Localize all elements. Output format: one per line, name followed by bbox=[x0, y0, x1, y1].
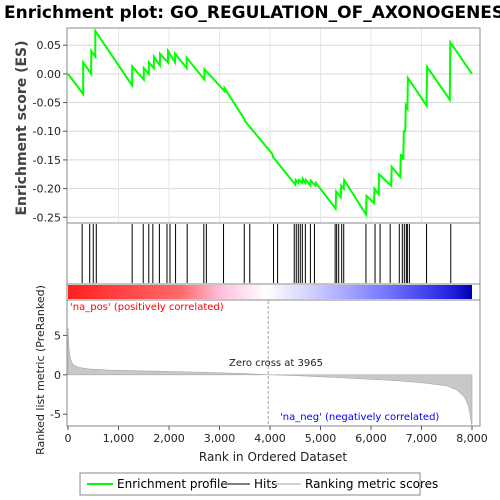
rank-x-tick-label: 3,000 bbox=[204, 432, 236, 445]
es-y-tick-label: -0.05 bbox=[33, 97, 61, 110]
rank-x-tick-label: 0 bbox=[65, 432, 72, 445]
es-y-axis-label: Enrichment score (ES) bbox=[14, 40, 30, 215]
rank-y-tick-label: -5 bbox=[50, 408, 61, 421]
legend-label-hits: Hits bbox=[254, 477, 277, 491]
rank-y-tick-label: 5 bbox=[54, 329, 61, 342]
hits-group bbox=[81, 224, 452, 283]
ranking-metric-area bbox=[67, 327, 473, 425]
rank-x-tick-label: 1,000 bbox=[103, 432, 135, 445]
rank-y-ticks: 5 0 -5 bbox=[50, 329, 67, 421]
rank-x-tick-label: 4,000 bbox=[254, 432, 286, 445]
hits-panel bbox=[66, 222, 481, 285]
es-y-tick-label: 0.05 bbox=[37, 39, 62, 52]
es-y-tick-label: -0.20 bbox=[33, 183, 61, 196]
rank-panel: 5 0 -5 0 1,000 2,000 3,000 4,000 5,000 6,000 7,00… bbox=[34, 285, 488, 464]
negative-correlation-label: 'na_neg' (negatively correlated) bbox=[280, 412, 439, 423]
chart-title: Enrichment plot: GO_REGULATION_OF_AXONOG… bbox=[4, 3, 500, 23]
es-y-tick-label: -0.25 bbox=[33, 211, 61, 224]
legend-label-ranking-metric-scores: Ranking metric scores bbox=[305, 477, 438, 491]
positive-correlation-label: 'na_pos' (positively correlated) bbox=[70, 302, 224, 313]
es-panel: 0.05 0.00 -0.05 -0.10 -0.15 -0.20 -0.25 Enrich… bbox=[14, 27, 481, 224]
es-y-tick-label: -0.10 bbox=[33, 125, 61, 138]
rank-y-axis-label: Ranked list metric (PreRanked) bbox=[34, 285, 47, 455]
rank-x-ticks: 0 1,000 2,000 3,000 4,000 5,000 6,000 7,000 8,00… bbox=[65, 426, 488, 445]
enrichment-profile-line bbox=[67, 27, 473, 218]
rank-x-tick-label: 6,000 bbox=[355, 432, 387, 445]
rank-x-tick-label: 2,000 bbox=[153, 432, 185, 445]
rank-y-tick-label: 0 bbox=[54, 369, 61, 382]
es-y-tick-label: 0.00 bbox=[37, 68, 62, 81]
es-y-tick-label: -0.15 bbox=[33, 154, 61, 167]
zero-cross-label: Zero cross at 3965 bbox=[229, 358, 323, 369]
legend: Enrichment profile Hits Ranking metric s… bbox=[79, 472, 438, 496]
ranking-heat-bar bbox=[68, 285, 472, 299]
rank-x-tick-label: 7,000 bbox=[406, 432, 438, 445]
rank-x-tick-label: 5,000 bbox=[305, 432, 337, 445]
legend-label-enrichment-profile: Enrichment profile bbox=[117, 477, 228, 491]
es-y-ticks: 0.05 0.00 -0.05 -0.10 -0.15 -0.20 -0.25 bbox=[33, 39, 67, 224]
rank-x-axis-label: Rank in Ordered Dataset bbox=[199, 450, 347, 464]
es-grid bbox=[68, 29, 479, 222]
rank-plot-area bbox=[66, 299, 481, 427]
rank-x-tick-label: 8,000 bbox=[456, 432, 488, 445]
es-plot-area bbox=[66, 27, 481, 224]
